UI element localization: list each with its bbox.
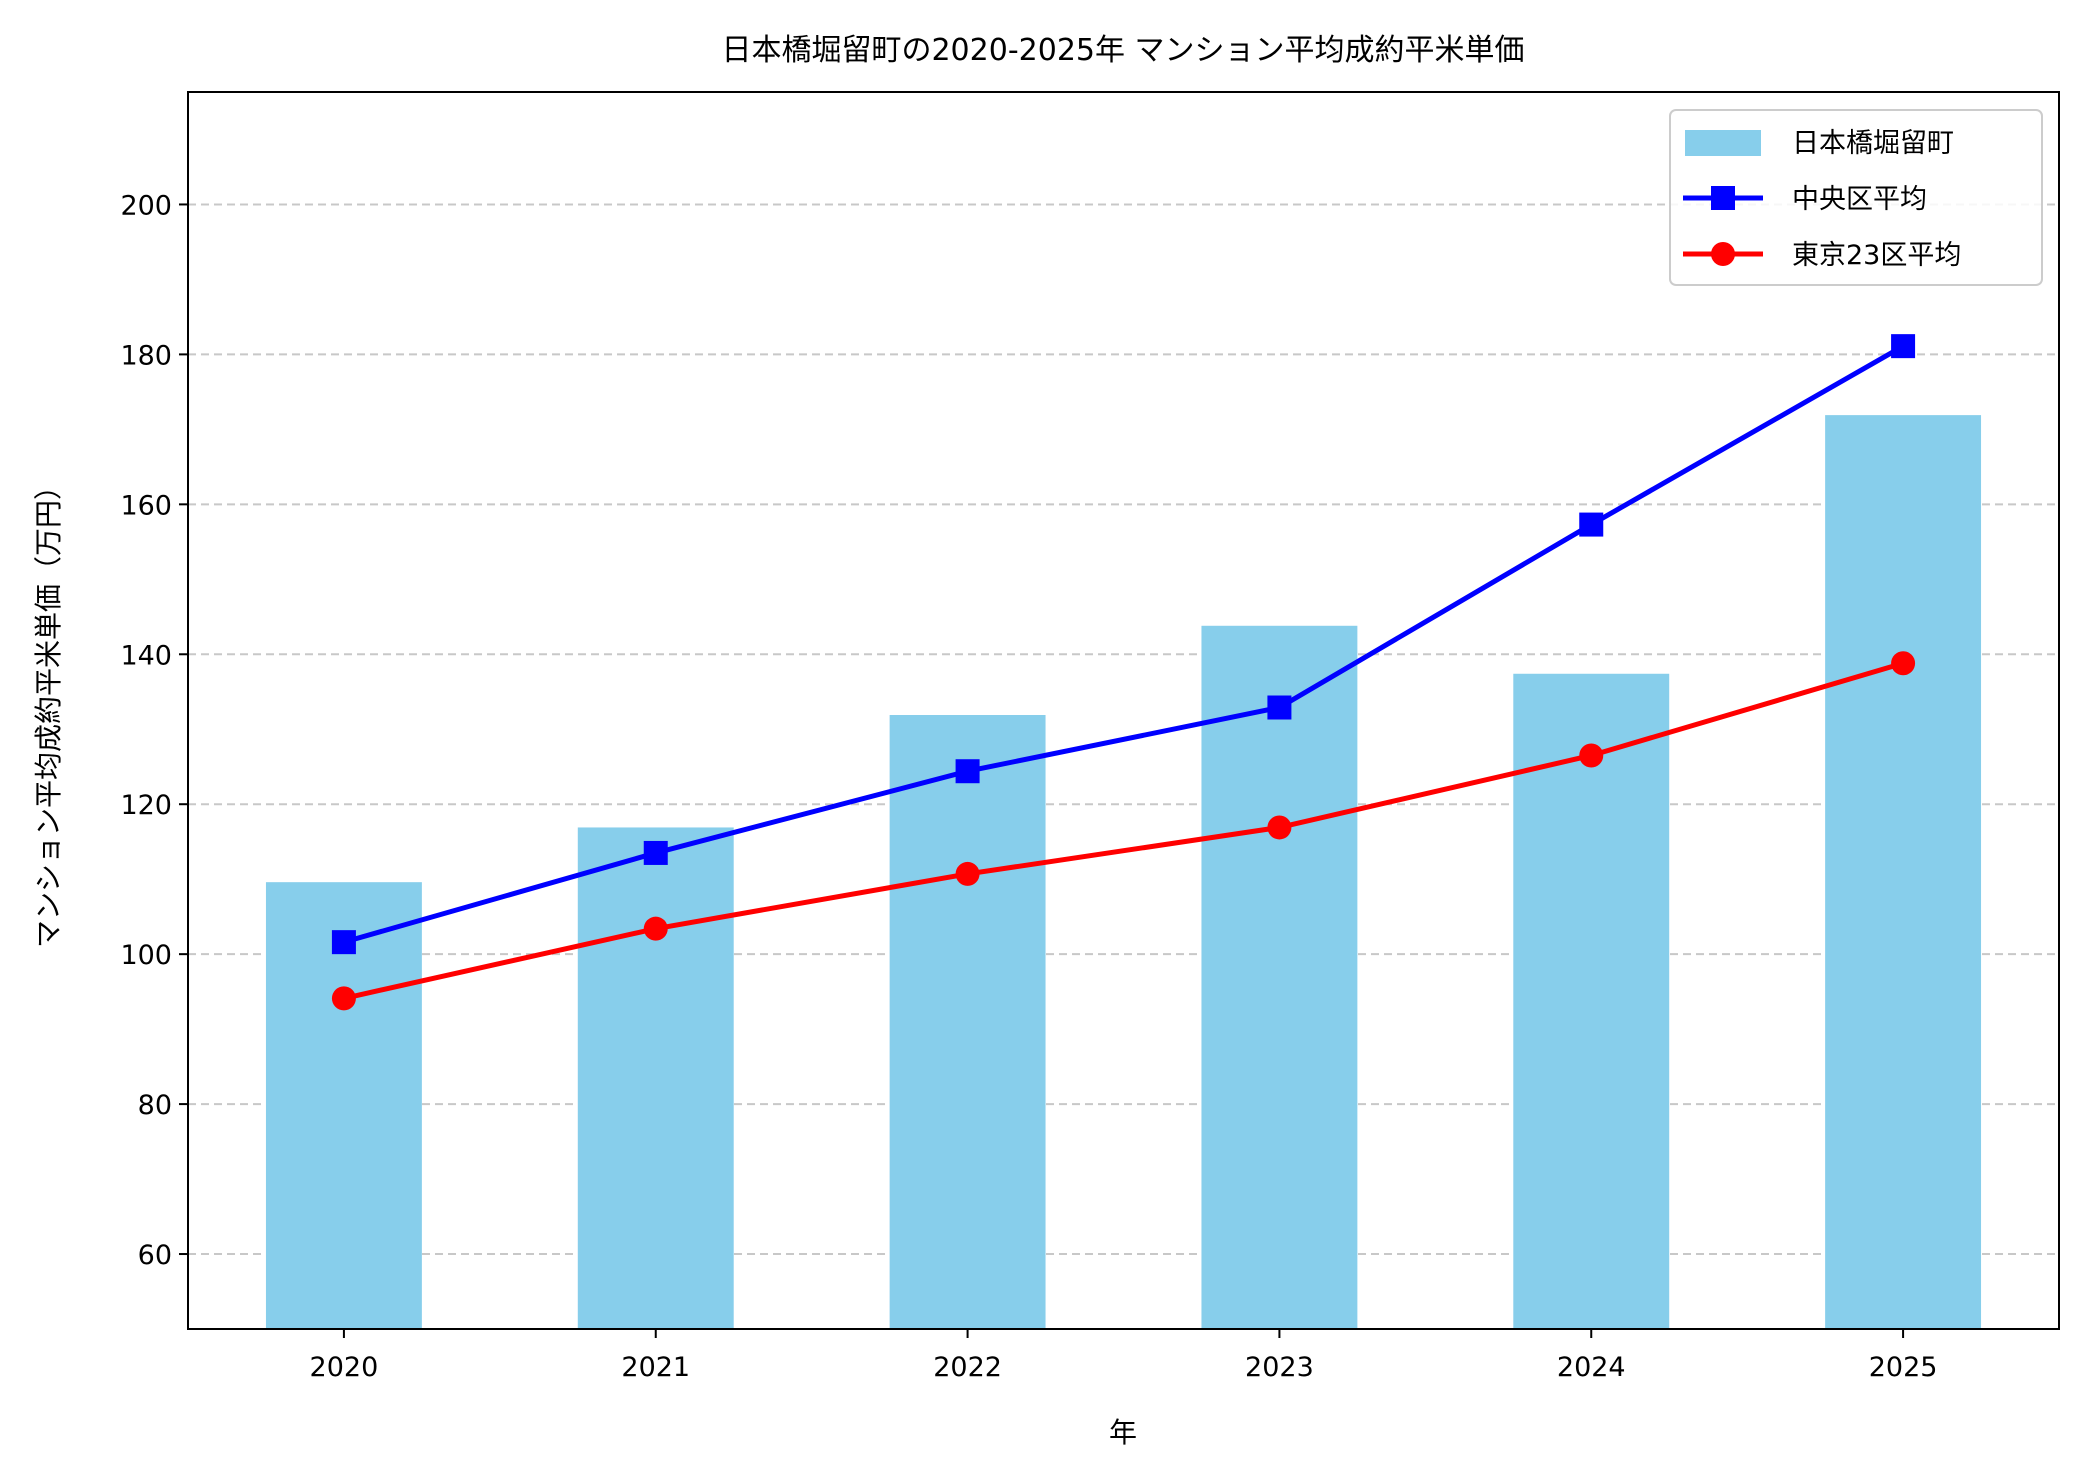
line-2 xyxy=(343,660,1904,1001)
y-axis-label: マンション平均成約平米単価（万円） xyxy=(32,472,65,948)
y-tick-label: 100 xyxy=(120,940,172,971)
bar-2021 xyxy=(577,827,734,1329)
y-tick-label: 80 xyxy=(138,1090,172,1121)
legend-marker-square xyxy=(1711,186,1735,210)
x-tick-label: 2025 xyxy=(1869,1352,1938,1383)
lines xyxy=(331,334,1916,1011)
bars xyxy=(265,415,1982,1329)
legend-label: 東京23区平均 xyxy=(1792,240,1961,271)
marker-circle xyxy=(1579,743,1604,768)
marker-circle xyxy=(331,986,356,1011)
bar-2024 xyxy=(1513,673,1670,1329)
legend-label: 日本橋堀留町 xyxy=(1792,128,1954,159)
bar-2023 xyxy=(1201,625,1358,1329)
y-tick-label: 160 xyxy=(120,490,172,521)
plot-frame xyxy=(187,91,2060,1330)
line-1 xyxy=(343,343,1905,945)
x-tick-label: 2023 xyxy=(1245,1352,1314,1383)
x-tick-label: 2020 xyxy=(310,1352,379,1383)
chart-title: 日本橋堀留町の2020-2025年 マンション平均成約平米単価 xyxy=(721,33,1524,68)
marker-square xyxy=(1579,512,1604,537)
y-tick-label: 180 xyxy=(120,340,172,371)
marker-square xyxy=(1891,334,1916,359)
y-tick-label: 140 xyxy=(120,640,172,671)
y-tick-label: 200 xyxy=(120,190,172,221)
marker-square xyxy=(331,930,356,955)
bar-2022 xyxy=(889,714,1046,1329)
x-tick-label: 2024 xyxy=(1557,1352,1626,1383)
y-tick-label: 120 xyxy=(120,790,172,821)
marker-square xyxy=(1267,695,1292,720)
legend-box xyxy=(1669,109,2043,286)
x-tick-label: 2022 xyxy=(933,1352,1002,1383)
x-axis: 2020 2021 2022 2023 2024 2025 xyxy=(310,1329,1938,1383)
x-axis-label: 年 xyxy=(1109,1416,1137,1449)
bar-2020 xyxy=(265,882,422,1329)
bar-2025 xyxy=(1825,415,1982,1329)
grid-lines xyxy=(188,203,2059,1256)
legend-swatch-bar xyxy=(1685,130,1761,156)
x-tick-label: 2021 xyxy=(621,1352,690,1383)
marker-square xyxy=(955,759,980,784)
y-tick-label: 60 xyxy=(138,1240,172,1271)
marker-circle xyxy=(955,861,980,886)
legend-label: 中央区平均 xyxy=(1792,184,1927,215)
marker-square xyxy=(643,840,668,865)
marker-circle xyxy=(1891,651,1916,676)
marker-circle xyxy=(1267,815,1292,840)
marker-circle xyxy=(643,916,668,941)
y-axis: 60 80 100 120 140 160 180 200 xyxy=(120,190,188,1271)
legend-marker-circle xyxy=(1711,242,1735,266)
